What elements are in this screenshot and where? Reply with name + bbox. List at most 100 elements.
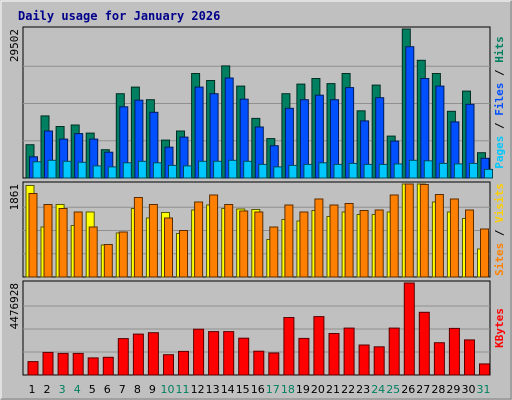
day-label: 30 [462,383,476,396]
series-files [29,46,490,179]
bar-kbytes [147,332,159,376]
bar-kbytes [328,333,340,376]
axis-label-part: Visits [493,183,506,223]
bar-pages [77,161,87,179]
bar-kbytes [208,331,220,376]
day-label: 22 [341,383,355,396]
day-label: 27 [416,383,430,396]
bar-pages [168,164,177,179]
bar-kbytes [193,328,205,376]
bar-kbytes [448,327,460,376]
day-labels: 1 2 3 4 5 6 7 8 9 10 11 12 13 14 15 16 17 18 19 20 21 22 23 24 2… [29,383,491,396]
axis-label-hits: Pages / Files / Hits [493,36,506,169]
day-label: 7 [119,383,126,396]
bar-sites [148,204,158,278]
chart-panels: 29502 Pages / Files / Hits 1861 Sites / Vis… [8,26,506,376]
panel-kbytes: 4476928 KBytes [8,280,506,376]
day-label: 2 [44,383,51,396]
panel-hits: 29502 Pages / Files / Hits [8,26,506,179]
day-label: 17 [266,383,280,396]
bar-kbytes [223,331,235,376]
bar-kbytes [163,354,174,376]
axis-label-part: Files [493,83,506,116]
bar-sites [43,204,53,278]
day-label: 5 [89,383,96,396]
bar-sites [133,197,143,278]
bar-sites [449,198,459,278]
day-label: 18 [281,383,295,396]
bar-kbytes [27,361,39,376]
bar-pages [423,160,433,179]
bar-pages [107,166,117,179]
bar-pages [92,165,102,179]
bar-kbytes [313,316,325,376]
bar-kbytes [343,327,355,376]
bar-kbytes [464,339,475,376]
day-label: 15 [236,383,250,396]
y-max-label-visits: 1861 [8,184,21,211]
bar-sites [209,194,219,278]
day-label: 28 [431,383,445,396]
bar-pages [198,160,208,179]
bar-kbytes [132,333,144,376]
day-label: 26 [401,383,415,396]
bar-pages [484,168,493,179]
bar-kbytes [102,356,114,376]
bar-pages [348,162,358,179]
day-label: 12 [191,383,205,396]
bar-kbytes [373,346,385,376]
bar-pages [469,162,478,179]
bar-kbytes [238,337,250,376]
bar-pages [32,161,42,179]
axis-label-part: Hits [493,36,506,63]
day-label: 29 [446,383,460,396]
day-label: 1 [29,383,36,396]
bar-kbytes [388,327,400,376]
bar-kbytes [117,338,129,376]
bar-sites [164,217,173,278]
bar-sites [58,208,68,278]
y-max-label-kbytes: 4476928 [8,283,21,329]
day-label: 19 [296,383,310,396]
bar-sites [254,211,264,278]
day-label: 6 [104,383,111,396]
bar-sites [434,194,444,278]
bar-sites [194,201,204,278]
day-label: 3 [59,383,66,396]
bar-kbytes [403,282,415,376]
bar-pages [318,162,328,179]
bar-pages [393,163,403,179]
axis-label-visits: Sites / Visits [493,183,506,276]
bar-sites [239,210,249,278]
day-label: 11 [176,383,190,396]
day-label: 13 [206,383,220,396]
panel-visits: 1861 Sites / Visits [8,181,506,278]
bar-kbytes [358,344,370,376]
bar-sites [28,193,38,278]
bar-pages [62,160,72,179]
day-label: 4 [74,383,81,396]
bar-sites [284,204,294,278]
bar-pages [408,159,418,179]
bar-kbytes [72,352,84,376]
bar-pages [333,163,343,179]
day-label: 25 [386,383,400,396]
bar-sites [329,204,339,278]
series-pages [32,159,493,179]
bar-files [405,46,415,179]
day-label: 14 [221,383,235,396]
bar-pages [243,160,253,179]
bar-pages [363,163,373,179]
bar-pages [183,165,192,179]
bar-kbytes [87,357,99,376]
bar-sites [389,194,399,278]
day-label: 9 [149,383,156,396]
day-label: 16 [251,383,265,396]
day-label: 23 [356,383,370,396]
bar-pages [152,162,162,179]
bar-kbytes [42,351,54,376]
bar-sites [73,211,83,278]
chart-title: Daily usage for January 2026 [18,9,220,23]
bar-sites [118,231,128,278]
